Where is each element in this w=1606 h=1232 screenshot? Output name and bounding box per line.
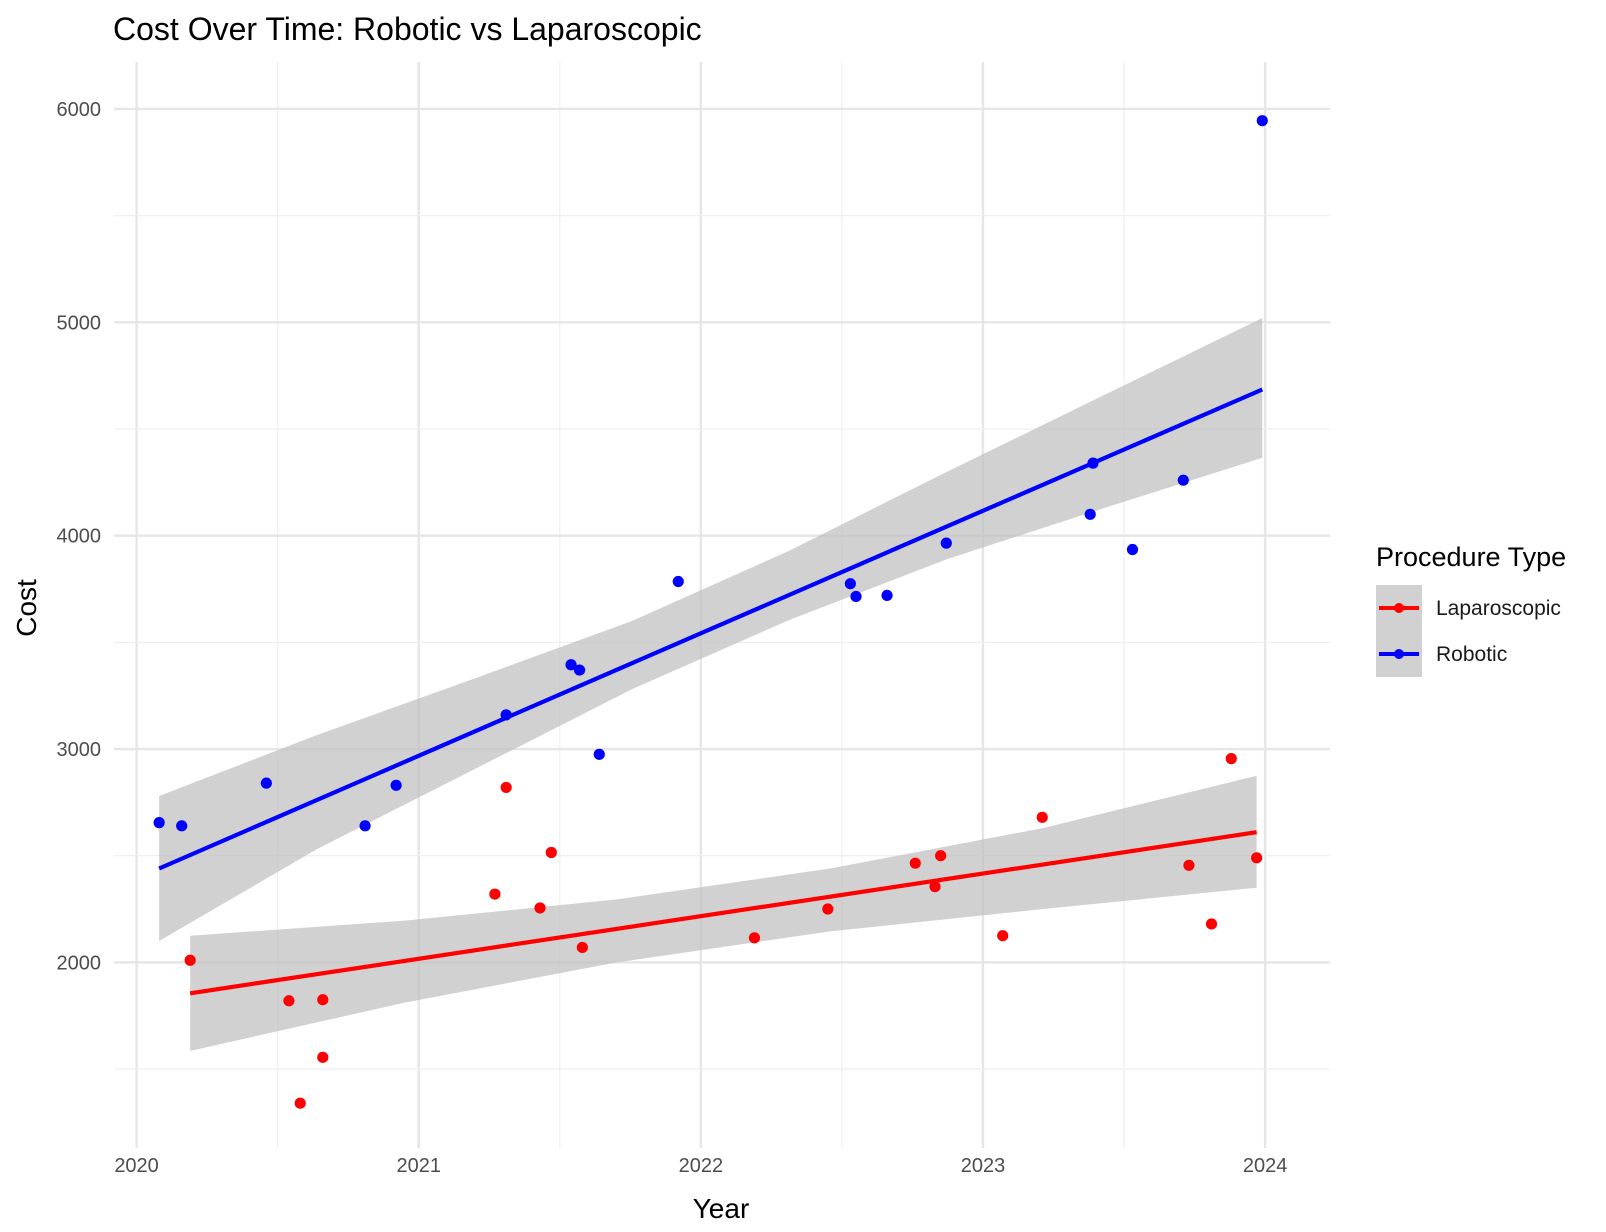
y-tick-label: 6000 (57, 99, 102, 121)
point-laparoscopic (1036, 811, 1048, 823)
legend-key-robotic-point (1394, 649, 1404, 659)
point-robotic (260, 777, 272, 789)
point-robotic (1177, 474, 1189, 486)
point-laparoscopic (317, 1051, 329, 1063)
point-robotic (176, 820, 188, 832)
legend-title: Procedure Type (1376, 542, 1566, 572)
point-robotic (390, 779, 402, 791)
point-robotic (1084, 508, 1096, 520)
legend-label-robotic: Robotic (1436, 643, 1507, 666)
point-robotic (850, 590, 862, 603)
point-robotic (1126, 543, 1139, 556)
point-laparoscopic (929, 881, 941, 893)
y-axis-title: Cost (11, 579, 42, 637)
legend-key-laparoscopic-point (1394, 603, 1404, 613)
trend-line-robotic (158, 387, 1264, 871)
point-laparoscopic (576, 941, 588, 954)
x-tick-label: 2023 (961, 1155, 1006, 1177)
point-robotic (565, 659, 577, 671)
point-laparoscopic (1225, 753, 1237, 765)
point-laparoscopic (997, 930, 1009, 942)
point-robotic (1087, 457, 1099, 469)
point-robotic (500, 709, 512, 721)
data-points (153, 115, 1268, 1109)
point-laparoscopic (1205, 918, 1218, 930)
legend: Procedure Type Laparoscopic Robotic (1376, 542, 1566, 677)
legend-label-laparoscopic: Laparoscopic (1436, 597, 1561, 620)
x-tick-label: 2024 (1243, 1155, 1288, 1177)
point-laparoscopic (748, 932, 761, 944)
point-laparoscopic (283, 995, 295, 1007)
point-laparoscopic (489, 888, 501, 900)
point-robotic (672, 575, 684, 588)
x-axis-title: Year (693, 1193, 750, 1224)
point-robotic (593, 748, 605, 760)
point-robotic (573, 664, 586, 676)
point-robotic (881, 589, 893, 601)
point-laparoscopic (294, 1097, 306, 1109)
y-tick-label: 2000 (57, 952, 102, 974)
point-laparoscopic (534, 902, 546, 914)
point-laparoscopic (1251, 852, 1263, 864)
point-laparoscopic (935, 850, 947, 862)
confidence-bands (159, 318, 1263, 1051)
point-laparoscopic (822, 903, 834, 915)
x-tick-label: 2020 (114, 1155, 159, 1177)
trend-line-laparoscopic (189, 830, 1257, 996)
point-laparoscopic (317, 994, 329, 1006)
point-laparoscopic (184, 954, 196, 966)
point-robotic (1256, 115, 1268, 127)
y-tick-label: 4000 (57, 526, 102, 548)
point-robotic (940, 537, 952, 549)
point-laparoscopic (545, 846, 557, 859)
chart-title: Cost Over Time: Robotic vs Laparoscopic (113, 11, 702, 47)
point-robotic (153, 817, 165, 829)
y-tick-labels: 2000 3000 4000 5000 6000 (57, 99, 102, 974)
y-tick-label: 5000 (57, 312, 102, 334)
x-tick-label: 2022 (679, 1155, 724, 1177)
point-robotic (359, 820, 371, 832)
x-tick-label: 2021 (396, 1155, 441, 1177)
point-robotic (844, 578, 856, 590)
point-laparoscopic (1183, 859, 1195, 871)
x-tick-labels: 2020 2021 2022 2023 2024 (114, 1155, 1287, 1177)
trend-lines (158, 387, 1264, 996)
point-laparoscopic (909, 857, 921, 869)
y-tick-label: 3000 (57, 739, 102, 761)
point-laparoscopic (500, 781, 512, 794)
